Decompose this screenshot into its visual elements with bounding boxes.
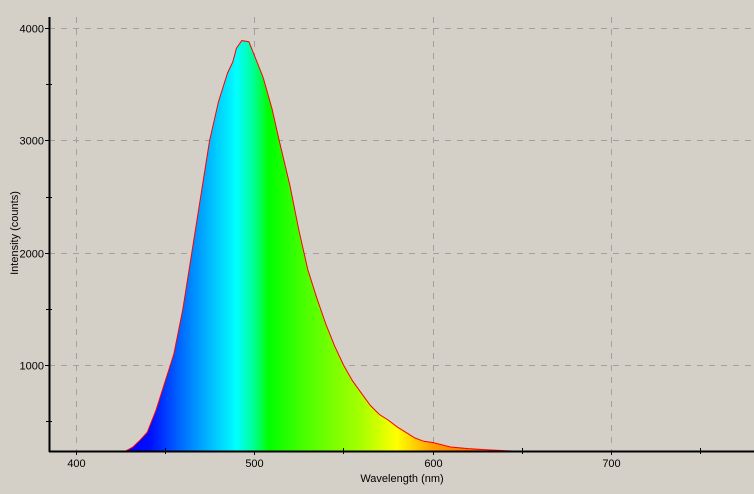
axes: 400 500 600 700 1000 2000 3000 4000 xyxy=(20,17,754,470)
x-tick-label: 500 xyxy=(245,458,263,470)
x-tick-label: 700 xyxy=(602,458,620,470)
y-tick-label: 4000 xyxy=(20,24,44,36)
y-tick-label: 1000 xyxy=(20,361,44,373)
x-tick-label: 600 xyxy=(424,458,442,470)
spectrum-line xyxy=(125,40,514,452)
y-tick-label: 2000 xyxy=(20,249,44,261)
x-axis-label: Wavelength (nm) xyxy=(360,473,443,485)
y-axis-label: Intensity (counts) xyxy=(9,191,21,275)
grid xyxy=(49,17,754,451)
x-tick-label: 400 xyxy=(67,458,85,470)
y-tick-label: 3000 xyxy=(20,136,44,148)
spectrum-fill xyxy=(125,40,514,451)
